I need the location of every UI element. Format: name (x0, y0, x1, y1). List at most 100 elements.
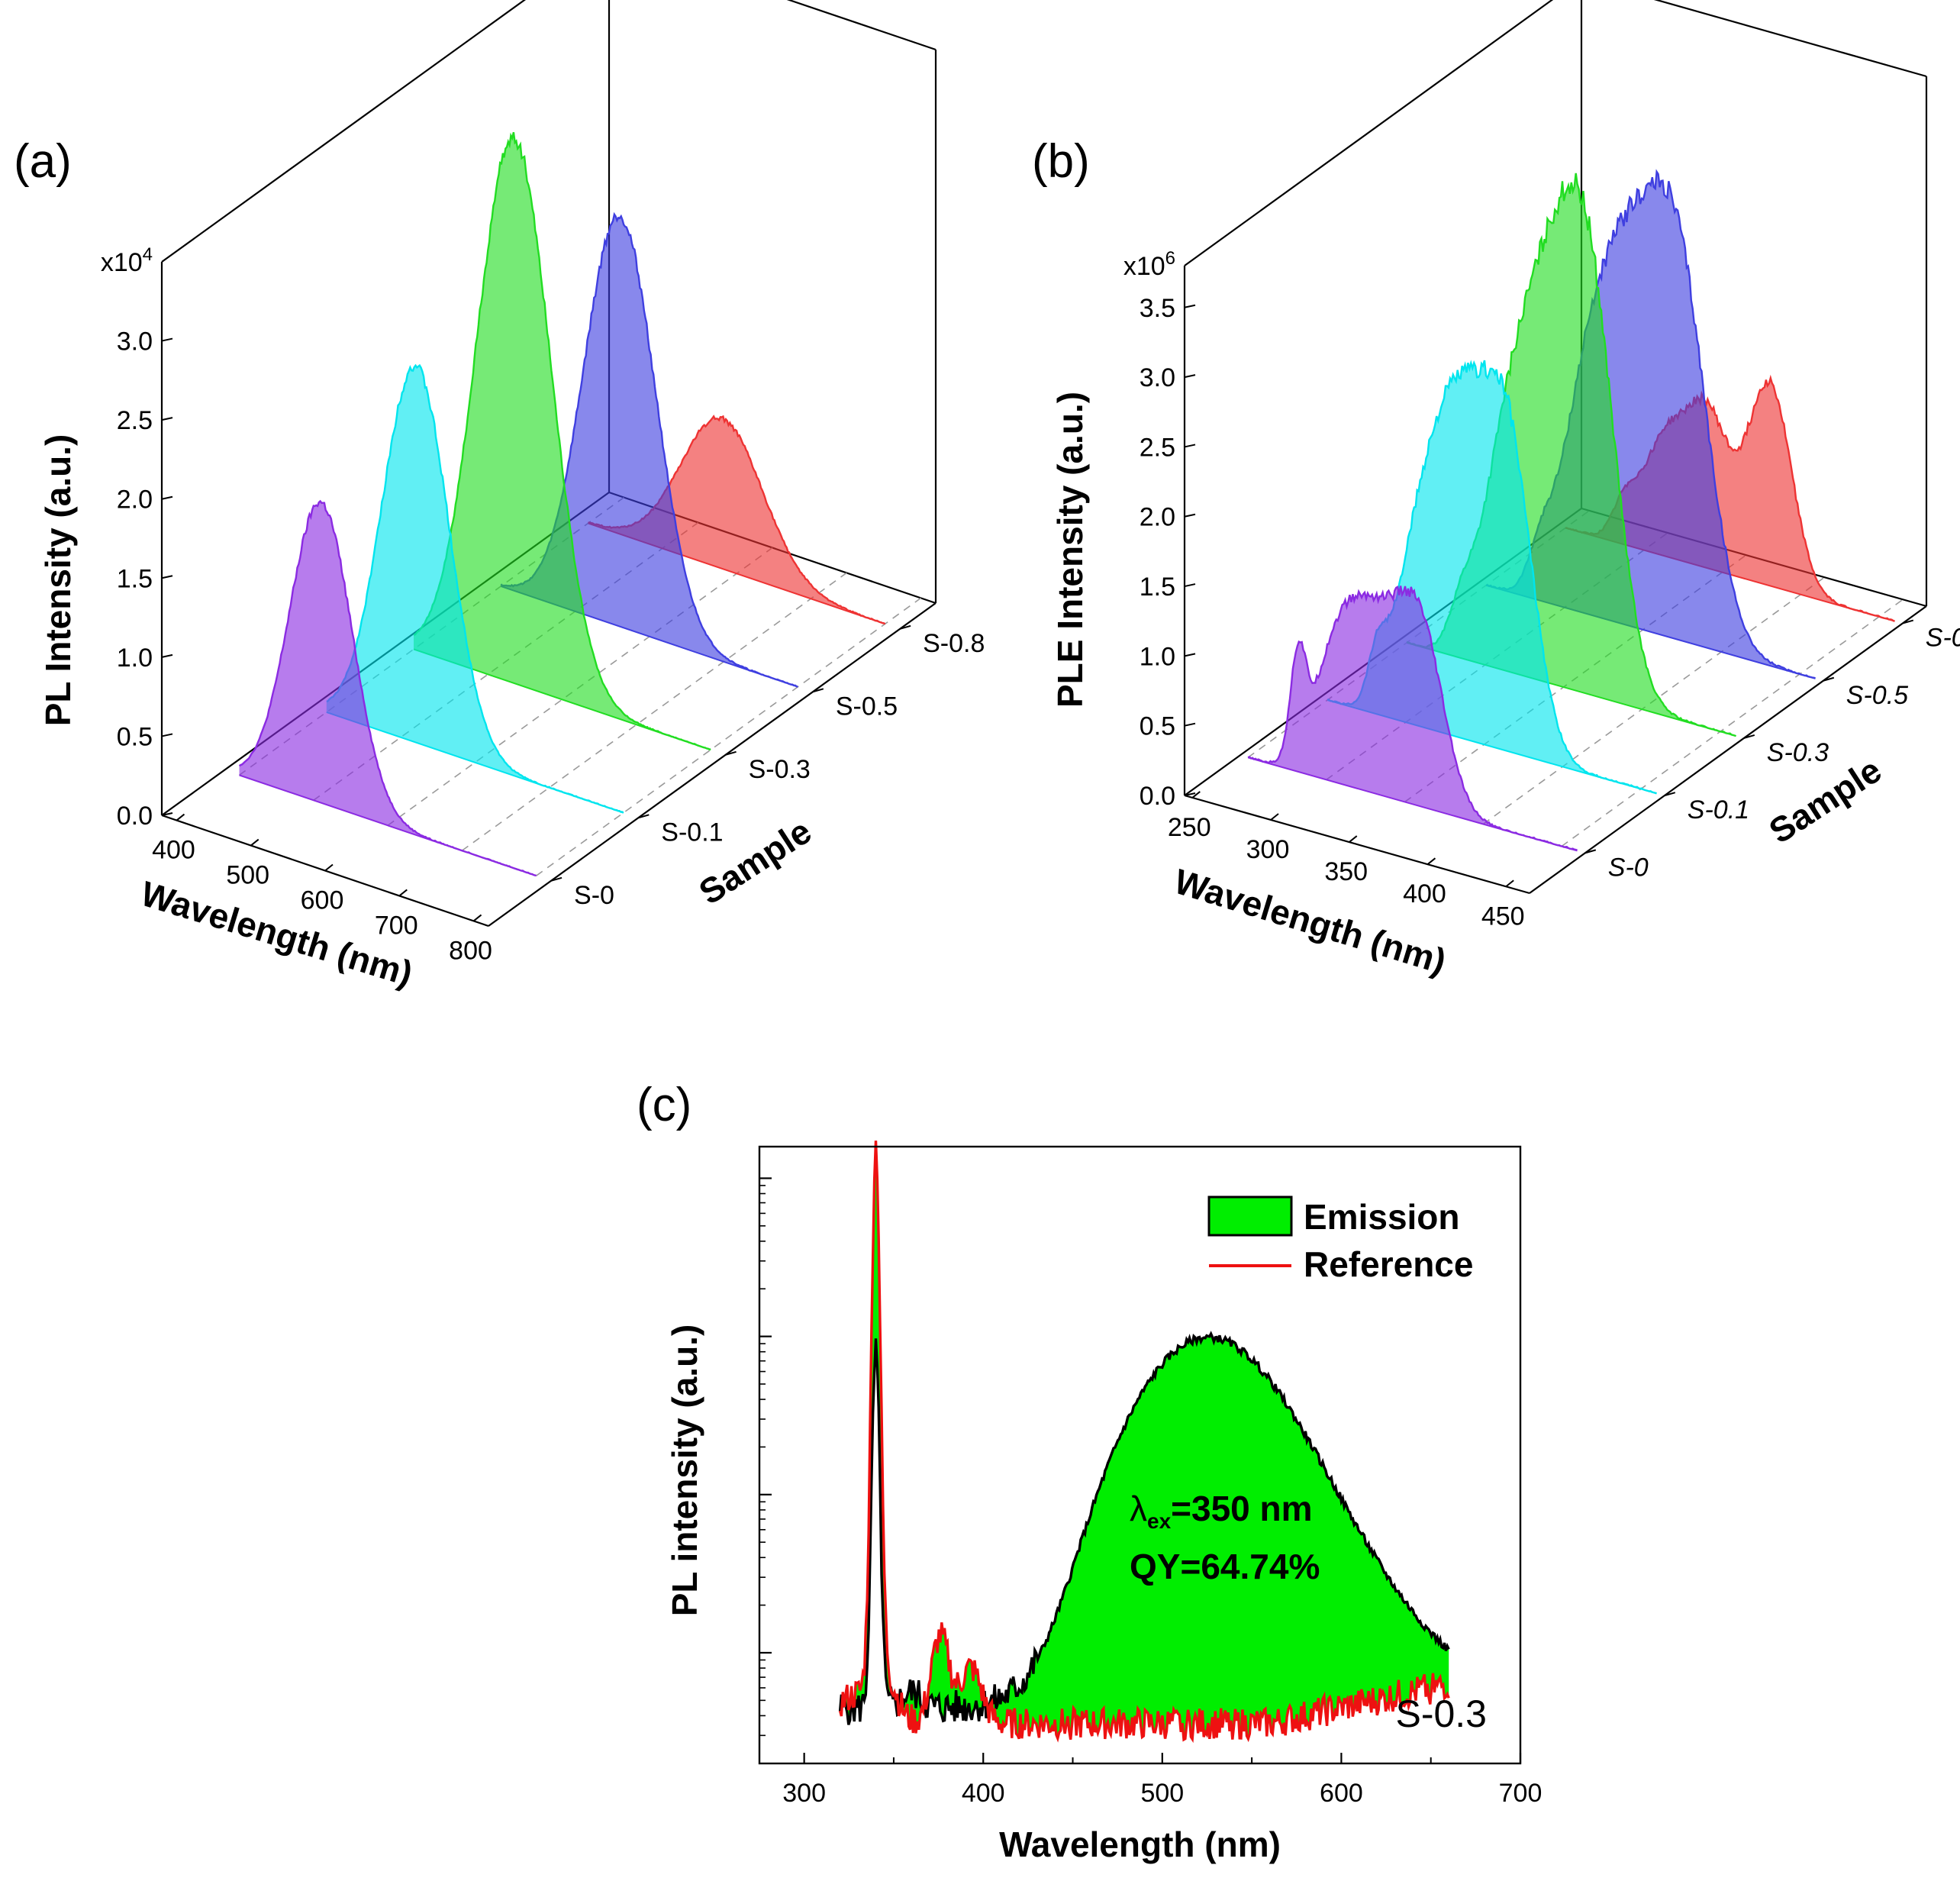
axis-box-edge (1529, 605, 1927, 894)
y-tick-mark (1184, 374, 1196, 379)
z-tick-label: S-0.3 (1767, 738, 1829, 767)
x-tick-mark (1349, 835, 1358, 843)
x-tick-label: 800 (449, 936, 492, 965)
z-tick-mark (1584, 849, 1597, 854)
y-tick-label: 1.5 (117, 564, 153, 593)
y-tick-mark (1184, 444, 1196, 448)
y-axis-title: PLE Intensity (a.u.) (1050, 392, 1090, 708)
y-axis-title: PL Intensity (a.u.) (38, 434, 78, 727)
z-tick-label: S-0.5 (1846, 681, 1908, 710)
axis-box-edge (1653, 0, 1927, 78)
y-tick-label: 1.5 (1140, 573, 1175, 602)
y-tick-mark (1184, 583, 1196, 588)
y-tick-label: 0.0 (1140, 782, 1175, 811)
y-tick-mark (161, 495, 173, 500)
z-tick-mark (899, 624, 911, 630)
y-tick-label: 0.0 (117, 802, 153, 831)
y-tick-mark (161, 417, 173, 421)
x-tick-mark (1191, 791, 1201, 799)
y-multiplier: x106 (1123, 248, 1175, 281)
x-tick-mark (324, 863, 334, 872)
y-tick-mark (1184, 653, 1196, 657)
x-tick-label: 300 (782, 1779, 826, 1808)
panel-b-ple-waterfall: 0.0 0.5 1.0 1.5 2.0 2.5 3.0 3.5 x106 250 300 350 400… (1032, 0, 1960, 981)
x-tick-label: 400 (152, 836, 195, 865)
panel-a-pl-waterfall: 0.0 0.5 1.0 1.5 2.0 2.5 3.0 x104 400 500 600 700 800… (14, 0, 985, 993)
z-tick-mark (638, 814, 650, 819)
y-tick-mark (161, 575, 173, 579)
floor-grid-line (536, 597, 922, 876)
lambda-ex-annotation: λex=350 nm (1130, 1489, 1313, 1533)
x-tick-label: 700 (1499, 1779, 1543, 1808)
series-area-S-0 (239, 501, 537, 876)
x-tick-label: 250 (1168, 813, 1211, 842)
y-tick-label: 1.0 (117, 644, 153, 673)
z-tick-mark (1823, 676, 1835, 682)
z-tick-label: S-0.1 (661, 818, 723, 847)
series-area-S-0.8 (588, 416, 885, 624)
x-tick-mark (250, 838, 260, 847)
lambda-value: =350 nm (1171, 1489, 1312, 1528)
y-multiplier-exponent: 6 (1165, 248, 1175, 269)
z-tick-mark (725, 750, 737, 756)
z-tick-mark (812, 688, 824, 693)
axis-box-edge (488, 602, 936, 927)
emission-fill-area (840, 1141, 1449, 1740)
axis-box-edge (1184, 794, 1530, 895)
x-tick-mark (1505, 879, 1514, 888)
y-tick-mark (161, 337, 173, 342)
z-tick-label: S-0.8 (923, 629, 985, 658)
y-tick-mark (1184, 722, 1196, 727)
series-area-S-0.3 (414, 132, 711, 750)
y-axis-title: PL intensity (a.u.) (665, 1325, 704, 1617)
lambda-symbol: λ (1130, 1489, 1147, 1528)
series-area-S-0.1 (326, 365, 624, 813)
x-tick-label: 600 (1320, 1779, 1363, 1808)
y-tick-label: 0.5 (1140, 712, 1175, 741)
x-tick-label: 600 (301, 886, 344, 915)
x-tick-mark (398, 889, 408, 897)
y-tick-label: 3.5 (1140, 294, 1175, 323)
y-tick-mark (161, 812, 173, 816)
y-tick-mark (161, 733, 173, 737)
y-tick-label: 2.5 (1140, 433, 1175, 462)
z-tick-mark (1902, 619, 1914, 624)
y-multiplier-base: x10 (1123, 252, 1165, 281)
panel-label: (c) (637, 1079, 691, 1131)
x-tick-label: 450 (1481, 902, 1525, 931)
x-tick-mark (176, 813, 185, 821)
y-multiplier: x104 (101, 244, 153, 277)
z-tick-label: S-0.8 (1926, 624, 1960, 653)
series-area-S-0 (1248, 586, 1578, 851)
z-tick-label: S-0.3 (749, 755, 811, 784)
x-tick-label: 700 (375, 911, 418, 940)
floor-grid-line (461, 572, 847, 851)
x-tick-label: 400 (1403, 879, 1446, 908)
lambda-subscript: ex (1147, 1509, 1172, 1533)
qy-annotation: QY=64.74% (1130, 1547, 1320, 1586)
legend-reference-label: Reference (1304, 1244, 1473, 1284)
x-axis-title: Wavelength (nm) (999, 1825, 1281, 1864)
panel-label: (a) (14, 135, 72, 188)
y-multiplier-base: x10 (101, 248, 143, 277)
z-tick-label: S-0.5 (836, 692, 898, 721)
z-tick-mark (1743, 734, 1755, 739)
x-tick-label: 300 (1246, 835, 1290, 864)
panel-c-quantum-yield-spectrum: 300 400 500 600 700 Wavelength (nm) PL intensi… (637, 1079, 1542, 1864)
y-tick-label: 3.0 (117, 327, 153, 357)
legend-emission-swatch (1207, 1195, 1293, 1237)
y-multiplier-exponent: 4 (143, 244, 153, 265)
emission-line (838, 1331, 1450, 1725)
x-tick-mark (1426, 857, 1436, 865)
series-baseline-S-0 (1247, 757, 1578, 852)
series-baseline-S-0.1 (326, 711, 624, 814)
y-tick-label: 0.5 (117, 722, 153, 751)
z-tick-label: S-0 (1608, 853, 1649, 882)
series-baseline-S-0 (239, 774, 537, 877)
floor-grid-line (1561, 599, 1904, 847)
z-tick-mark (1664, 792, 1676, 797)
plot-frame (758, 1145, 1522, 1765)
sample-annotation: S-0.3 (1395, 1692, 1487, 1735)
legend-emission-label: Emission (1304, 1197, 1460, 1237)
